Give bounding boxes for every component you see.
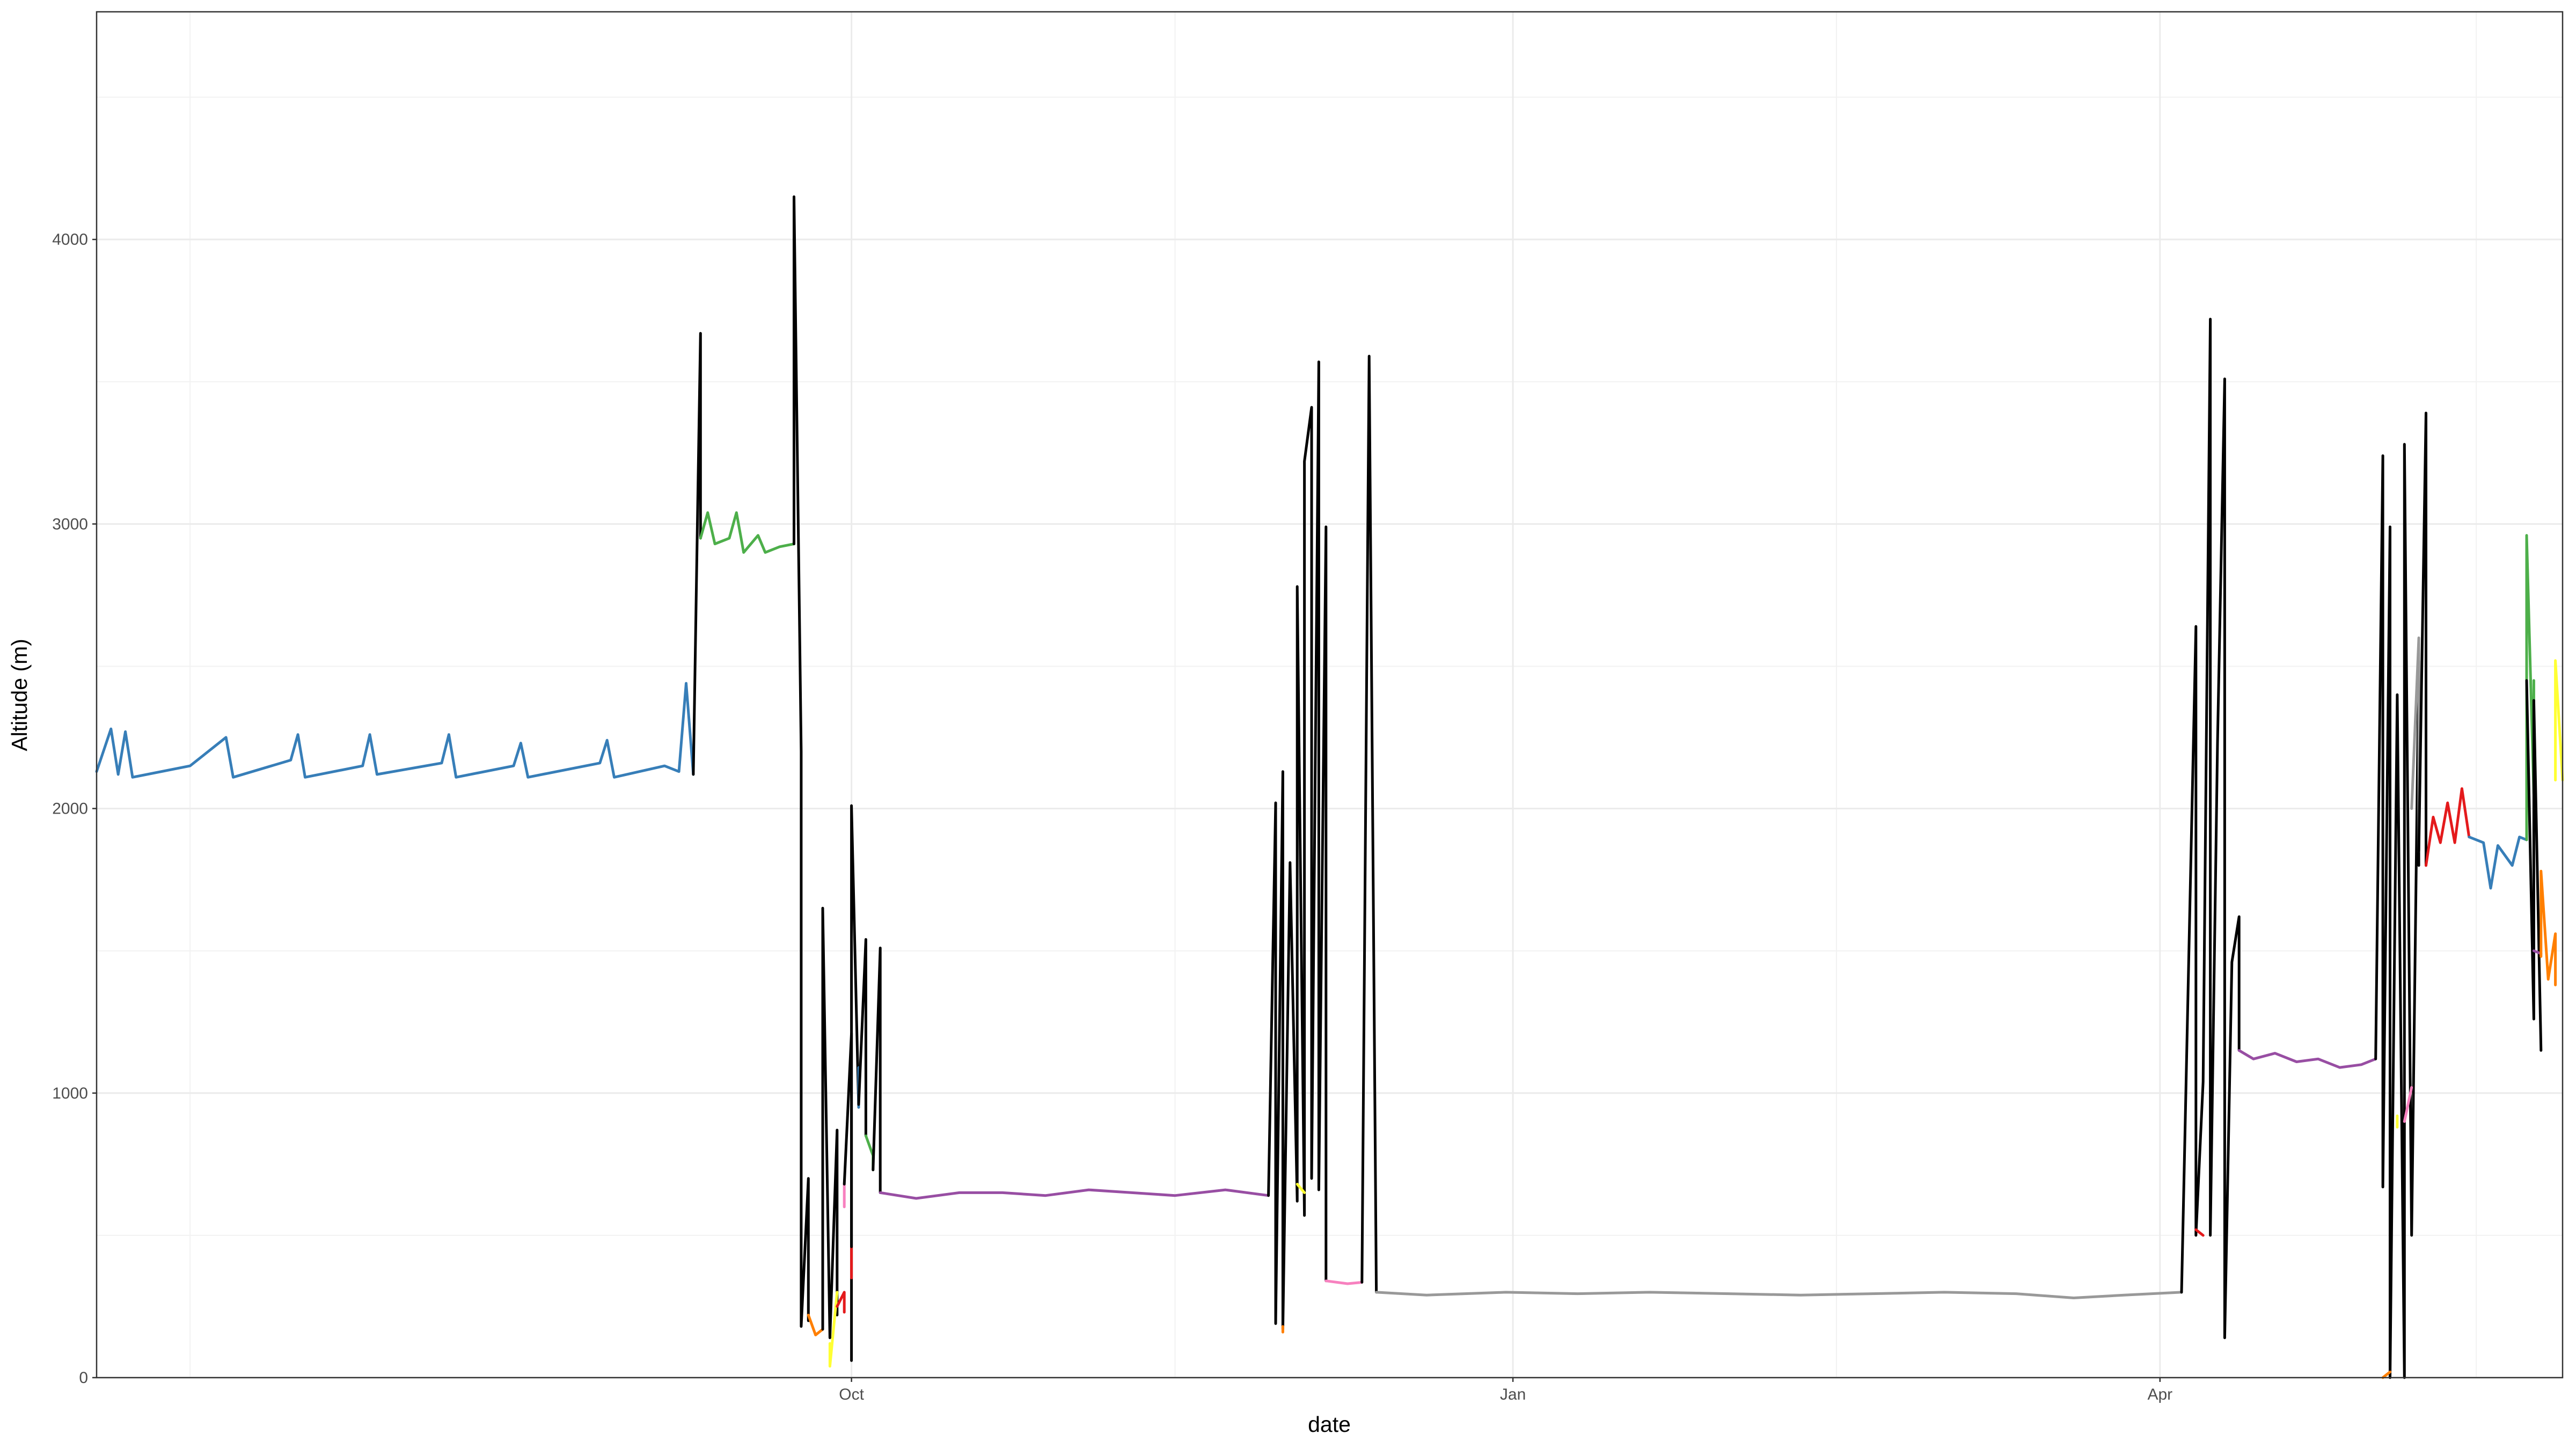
y-tick-label: 2000 [52, 800, 88, 818]
series-line-33 [2425, 787, 2471, 867]
series-line-27 [2374, 443, 2420, 1379]
series-line-34 [2468, 836, 2528, 890]
series-line-8 [836, 1291, 846, 1314]
series-line-23 [1375, 1291, 2183, 1299]
series-line-3 [699, 511, 795, 554]
series-line-24 [2180, 318, 2241, 1340]
series-line-39 [2554, 659, 2564, 782]
y-tick-label: 0 [79, 1369, 88, 1387]
plot-border [96, 11, 2564, 1379]
series-line-28 [2381, 1370, 2391, 1379]
series-line-16 [872, 946, 882, 1194]
y-tick-label: 4000 [52, 231, 88, 248]
x-tick-label: Jan [1500, 1386, 1526, 1403]
series-line-38 [2540, 869, 2557, 986]
series-line-18 [1267, 360, 1328, 1331]
series-line-6 [821, 906, 839, 1340]
series-line-21 [1324, 1279, 1364, 1285]
series-lines [95, 195, 2564, 1379]
series-line-22 [1360, 355, 1378, 1294]
series-line-4 [793, 195, 810, 1328]
series-line-5 [807, 1313, 824, 1336]
series-line-32 [2417, 412, 2427, 867]
series-line-19 [1296, 1183, 1306, 1194]
series-line-14 [857, 938, 867, 1137]
y-tick-label: 1000 [52, 1085, 88, 1102]
series-line-12 [850, 804, 860, 1248]
series-line-36 [2525, 679, 2543, 1052]
series-line-25 [2194, 1228, 2205, 1237]
y-axis-title: Altitude (m) [7, 639, 32, 751]
x-axis-title: date [1308, 1412, 1351, 1437]
y-tick-label: 3000 [52, 515, 88, 533]
series-line-7 [828, 1291, 839, 1368]
x-tick-label: Oct [839, 1386, 864, 1403]
series-line-26 [2237, 1049, 2377, 1069]
series-line-17 [879, 1188, 1270, 1200]
plot-background [97, 12, 2563, 1378]
series-line-1 [95, 682, 695, 779]
series-line-2 [692, 332, 702, 776]
axis-ticks: Oct Jan Apr 0 1000 2000 3000 4000 [52, 231, 2172, 1403]
x-tick-label: Apr [2147, 1386, 2172, 1403]
series-line-30 [2403, 1086, 2413, 1123]
